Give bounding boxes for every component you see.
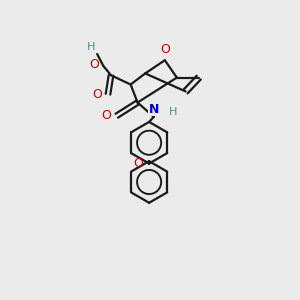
Text: O: O	[92, 88, 102, 101]
Text: O: O	[160, 43, 170, 56]
Text: H: H	[169, 107, 177, 117]
Text: N: N	[148, 103, 159, 116]
Text: O: O	[101, 109, 111, 122]
Text: O: O	[133, 157, 143, 170]
Text: O: O	[89, 58, 99, 71]
Text: H: H	[86, 42, 95, 52]
